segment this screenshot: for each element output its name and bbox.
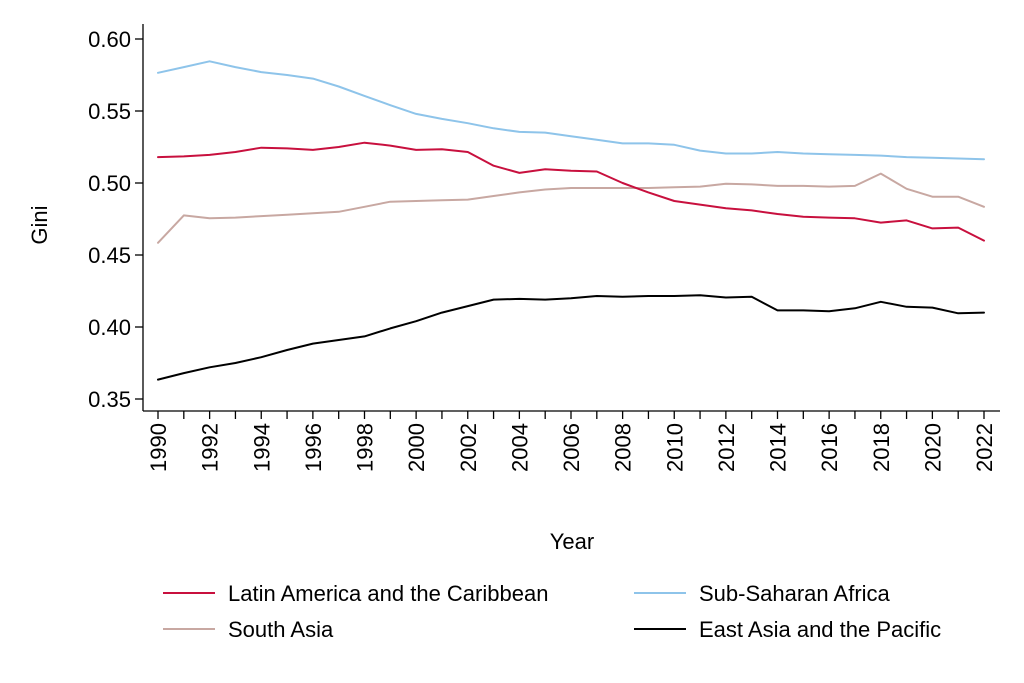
x-tick-label: 2016 [817,423,842,472]
x-tick-label: 2008 [611,423,636,472]
y-tick-label: 0.50 [88,171,131,196]
series-lines [157,60,985,381]
series-line-2 [157,172,985,244]
y-axis-label: Gini [27,205,52,244]
legend-label: Latin America and the Caribbean [228,581,548,606]
legend-label: Sub-Saharan Africa [699,581,891,606]
x-tick-label: 2002 [456,423,481,472]
x-tick-label: 1996 [301,423,326,472]
y-ticks: 0.35 0.40 0.45 0.50 0.55 0.60 [88,27,143,412]
y-tick-label: 0.55 [88,99,131,124]
x-ticks: 1990 1992 1994 1996 1998 2000 2002 2004 2006 2008… [146,411,997,472]
y-tick-label: 0.35 [88,387,131,412]
legend-item: Latin America and the Caribbean [163,581,548,606]
legend-item: South Asia [163,617,334,642]
series-line-1 [157,60,985,161]
x-axis-label: Year [550,529,594,554]
x-tick-label: 2012 [714,423,739,472]
legend-item: Sub-Saharan Africa [634,581,891,606]
x-tick-label: 2020 [920,423,945,472]
x-tick-label: 1994 [249,423,274,472]
legend-label: East Asia and the Pacific [699,617,941,642]
x-tick-label: 2000 [404,423,429,472]
x-tick-label: 1998 [353,423,378,472]
legend-label: South Asia [228,617,334,642]
x-tick-label: 1992 [198,423,223,472]
x-tick-label: 2004 [507,423,532,472]
x-tick-label: 1990 [146,423,171,472]
series-line-0 [157,141,985,242]
legend-item: East Asia and the Pacific [634,617,941,642]
series-line-3 [157,294,985,381]
y-tick-label: 0.40 [88,315,131,340]
x-tick-label: 2010 [662,423,687,472]
x-tick-label: 2014 [766,423,791,472]
y-tick-label: 0.60 [88,27,131,52]
x-tick-label: 2006 [559,423,584,472]
legend: Latin America and the Caribbean Sub-Sahar… [163,581,941,642]
y-tick-label: 0.45 [88,243,131,268]
plot-area: 0.350.400.450.500.550.60 1990 1992 1994 199… [88,24,1000,472]
x-tick-label: 2018 [869,423,894,472]
x-tick-label: 2022 [972,423,997,472]
